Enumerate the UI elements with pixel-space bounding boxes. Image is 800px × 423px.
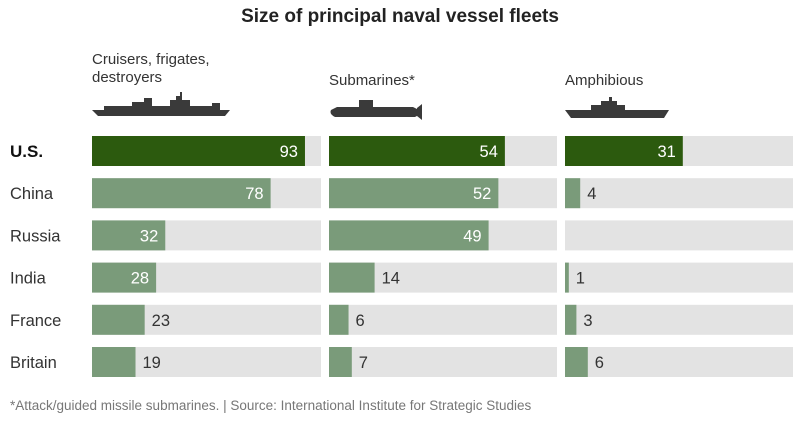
bar-amphibious-india: [565, 262, 569, 293]
bar-track-amphibious-india: [565, 262, 793, 293]
series-heading-submarines: Submarines*: [329, 72, 415, 89]
destroyer-icon: [92, 92, 230, 116]
bar-track-submarines-france: [329, 304, 557, 335]
data-label-amphibious-britain: 6: [595, 354, 604, 372]
data-label-amphibious-us: 31: [657, 143, 675, 161]
bar-submarines-france: [329, 304, 349, 335]
series-heading-amphibious: Amphibious: [565, 72, 643, 89]
bar-submarines-china: [329, 178, 499, 209]
bar-track-amphibious-france: [565, 304, 793, 335]
ship-icons: [92, 92, 669, 120]
bar-amphibious-britain: [565, 347, 588, 377]
data-label-cruisers-france: 23: [152, 312, 170, 330]
chart-title: Size of principal naval vessel fleets: [241, 6, 559, 27]
data-label-submarines-britain: 7: [359, 354, 368, 372]
data-label-cruisers-india: 28: [131, 270, 149, 288]
category-label-russia: Russia: [10, 227, 61, 245]
bar-amphibious-china: [565, 178, 581, 209]
bar-cruisers-china: [92, 178, 271, 209]
data-label-amphibious-india: 1: [576, 270, 585, 288]
series-heading-cruisers: Cruisers, frigates, destroyers: [92, 51, 210, 86]
bar-track-amphibious-russia: [565, 220, 793, 251]
data-label-cruisers-russia: 32: [140, 227, 158, 245]
data-label-cruisers-us: 93: [280, 143, 298, 161]
amphibious-ship-icon: [565, 97, 669, 118]
bar-cruisers-india: [92, 262, 157, 293]
bar-track-amphibious-britain: [565, 347, 793, 377]
data-label-submarines-russia: 49: [463, 227, 481, 245]
bar-submarines-india: [329, 262, 375, 293]
submarine-icon: [330, 100, 422, 120]
bar-cruisers-russia: [92, 220, 166, 251]
bar-track-amphibious-china: [565, 178, 793, 209]
data-label-cruisers-britain: 19: [143, 354, 161, 372]
data-label-submarines-france: 6: [356, 312, 365, 330]
data-label-amphibious-china: 4: [587, 185, 596, 203]
data-label-submarines-india: 14: [382, 270, 400, 288]
footnote: *Attack/guided missile submarines. | Sou…: [10, 398, 532, 413]
data-label-amphibious-france: 3: [583, 312, 592, 330]
data-label-submarines-us: 54: [480, 143, 498, 161]
bar-submarines-russia: [329, 220, 489, 251]
category-label-india: India: [10, 270, 47, 288]
bar-submarines-us: [329, 136, 505, 166]
bar-amphibious-france: [565, 304, 577, 335]
bar-track-submarines-britain: [329, 347, 557, 377]
bar-cruisers-us: [92, 136, 305, 166]
bar-cruisers-france: [92, 304, 145, 335]
bar-cruisers-britain: [92, 347, 136, 377]
category-label-france: France: [10, 312, 61, 330]
bar-groups: 93 78 32 28 23 19 54 52 49 14 6 7 31 4 1 3 6: [92, 136, 793, 377]
bar-amphibious-us: [565, 136, 683, 166]
category-label-us: U.S.: [10, 142, 43, 161]
data-label-cruisers-china: 78: [245, 185, 263, 203]
data-label-submarines-china: 52: [473, 185, 491, 203]
bar-submarines-britain: [329, 347, 352, 377]
category-label-britain: Britain: [10, 354, 57, 372]
category-label-china: China: [10, 185, 54, 203]
